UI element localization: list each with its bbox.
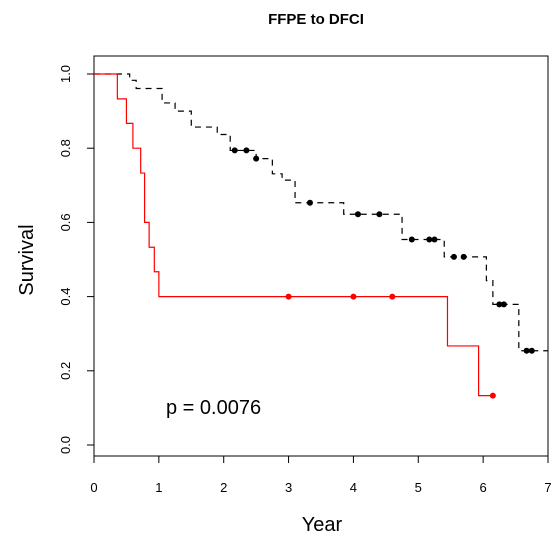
censor-mark-1 — [500, 301, 507, 308]
y-tick-label: 0.2 — [58, 362, 73, 380]
x-tick-label: 7 — [544, 480, 551, 495]
censor-mark-1 — [426, 236, 433, 243]
x-axis-label: Year — [302, 514, 343, 536]
censor-mark-1 — [496, 301, 503, 308]
censor-mark-1 — [523, 347, 530, 354]
censor-mark-1 — [431, 236, 438, 243]
survival-curve-2 — [94, 73, 493, 397]
censor-mark-2 — [285, 293, 292, 300]
censor-mark-2 — [389, 293, 396, 300]
censor-mark-1 — [354, 211, 361, 218]
x-tick-label: 3 — [285, 480, 292, 495]
survival-curve-1 — [94, 73, 548, 352]
x-tick-label: 1 — [155, 480, 162, 495]
censor-mark-1 — [253, 155, 260, 162]
censor-mark-1 — [450, 253, 457, 260]
x-tick-label: 6 — [480, 480, 487, 495]
p-value-annotation: p = 0.0076 — [166, 397, 261, 419]
censor-mark-1 — [408, 236, 415, 243]
y-tick-label: 0.8 — [58, 139, 73, 157]
y-tick-label: 0.6 — [58, 213, 73, 231]
y-axis-label: Survival — [16, 224, 38, 295]
x-tick-label: 0 — [90, 480, 97, 495]
y-axis: 0.0 0.2 0.4 0.6 0.8 1.0 — [58, 65, 94, 454]
x-tick-label: 2 — [220, 480, 227, 495]
plot-frame — [93, 55, 549, 457]
x-tick-label: 4 — [350, 480, 357, 495]
censor-mark-1 — [460, 253, 467, 260]
censor-mark-1 — [528, 347, 535, 354]
censor-mark-2 — [350, 293, 357, 300]
y-tick-label: 0.0 — [58, 436, 73, 454]
censor-mark-1 — [376, 211, 383, 218]
y-tick-label: 1.0 — [58, 65, 73, 83]
censor-mark-1 — [231, 147, 238, 154]
censor-mark-1 — [306, 199, 313, 206]
censor-mark-1 — [243, 147, 250, 154]
y-tick-label: 0.4 — [58, 288, 73, 306]
x-tick-label: 5 — [415, 480, 422, 495]
censor-mark-2 — [489, 392, 496, 399]
chart-title: FFPE to DFCI — [268, 11, 364, 28]
series-layer — [94, 73, 548, 399]
x-axis: 0 1 2 3 4 5 6 7 — [90, 456, 552, 495]
